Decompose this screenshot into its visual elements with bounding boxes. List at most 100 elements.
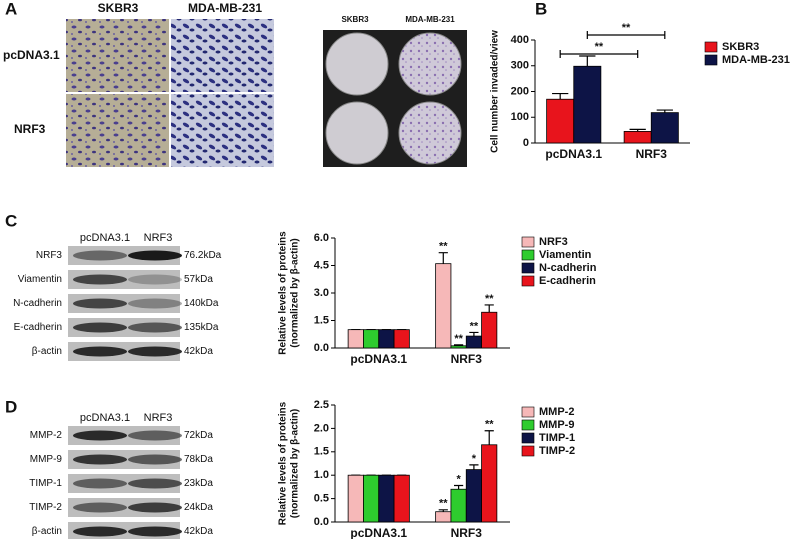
y-tick-label: 300 (511, 60, 529, 72)
dish (398, 32, 462, 96)
y-tick-label: 1.5 (314, 446, 329, 458)
error-bar (484, 430, 494, 445)
band-size: 76.2kDa (184, 250, 222, 261)
blot-band (128, 430, 182, 441)
y-tick-label: 1.0 (314, 469, 329, 481)
blot-band (128, 250, 182, 261)
protein-label: β-actin (32, 526, 62, 537)
y-tick-label: 0 (523, 137, 529, 149)
legend-label: E-cadherin (539, 275, 596, 287)
protein-label: E-cadherin (14, 322, 62, 333)
bar (465, 335, 482, 349)
band-size: 140kDa (184, 298, 219, 309)
significance: ** (485, 419, 494, 431)
bracket-label: ** (622, 22, 631, 34)
bar (393, 474, 410, 523)
error-bar (579, 55, 596, 67)
blot-band (128, 454, 182, 465)
x-tick-label: pcDNA3.1 (545, 147, 602, 161)
legend-swatch (521, 419, 535, 431)
protein-label: MMP-9 (30, 454, 63, 465)
error-bar (454, 484, 464, 490)
protein-label: MMP-2 (30, 430, 63, 441)
protein-label: Viamentin (18, 274, 62, 285)
bar (450, 345, 467, 349)
error-bar (469, 331, 479, 337)
bracket (559, 50, 639, 58)
legend-swatch (521, 406, 535, 418)
significance: ** (470, 320, 479, 332)
y-tick-label: 200 (511, 85, 529, 97)
error-bar (484, 304, 494, 313)
y-tick-label: 3.0 (314, 287, 329, 299)
panel-letter: D (5, 397, 17, 416)
dish-label: SKBR3 (341, 15, 369, 24)
error-bar (469, 464, 479, 470)
x-tick-label: pcDNA3.1 (350, 352, 407, 366)
transwell-image (171, 19, 274, 92)
bar (450, 488, 467, 523)
legend-label: NRF3 (539, 236, 568, 248)
bar (363, 474, 380, 523)
legend-label: SKBR3 (722, 41, 759, 53)
bar (435, 511, 452, 523)
significance: ** (454, 333, 463, 345)
y-tick-label: 0.0 (314, 342, 329, 354)
legend-swatch (521, 262, 535, 274)
bar (623, 131, 652, 144)
protein-label: β-actin (32, 346, 62, 357)
column-label: MDA-MB-231 (188, 1, 262, 15)
blot-band (128, 298, 182, 309)
legend-swatch (521, 275, 535, 287)
blot-band (73, 322, 127, 333)
error-bar (552, 92, 569, 100)
blot-band (128, 502, 182, 513)
lane-label: pcDNA3.1 (80, 412, 130, 424)
legend-swatch (521, 432, 535, 444)
legend-swatch (704, 54, 718, 66)
significance: ** (439, 241, 448, 253)
significance: * (472, 453, 477, 465)
significance: ** (439, 498, 448, 510)
dish (325, 32, 389, 96)
blot-band (73, 274, 127, 285)
blot-band (128, 322, 182, 333)
y-tick-label: 0.5 (314, 493, 329, 505)
transwell-image (171, 94, 274, 167)
protein-label: N-cadherin (13, 298, 62, 309)
band-size: 135kDa (184, 322, 219, 333)
blot-band (73, 430, 127, 441)
dish (325, 101, 389, 165)
bar (435, 263, 452, 349)
band-size: 78kDa (184, 454, 213, 465)
blot-band (73, 526, 127, 537)
legend-label: Viamentin (539, 249, 592, 261)
x-tick-label: NRF3 (451, 526, 483, 539)
y-tick-label: 400 (511, 34, 529, 46)
bar (546, 98, 575, 144)
protein-label: TIMP-1 (29, 478, 62, 489)
dish-label: MDA-MB-231 (405, 15, 455, 24)
bar (347, 329, 364, 349)
blot-band (128, 274, 182, 285)
protein-label: NRF3 (36, 250, 63, 261)
x-tick-label: NRF3 (636, 147, 668, 161)
blot-band (73, 298, 127, 309)
y-axis-label: Relative levels of proteins (278, 401, 289, 525)
y-axis-label: (normalized by β-actin) (290, 238, 301, 347)
legend-swatch (521, 249, 535, 261)
blot-band (73, 454, 127, 465)
y-axis-label: Relative levels of proteins (278, 231, 289, 355)
row-label: pcDNA3.1 (3, 48, 60, 62)
legend-label: TIMP-2 (539, 445, 575, 457)
bar (573, 65, 602, 144)
blot-band (73, 250, 127, 261)
x-tick-label: NRF3 (451, 352, 483, 366)
legend-label: MMP-9 (539, 419, 574, 431)
band-size: 23kDa (184, 478, 213, 489)
bracket-label: ** (595, 41, 604, 53)
y-tick-label: 4.5 (314, 259, 329, 271)
transwell-image (66, 19, 169, 92)
bar (393, 329, 410, 349)
